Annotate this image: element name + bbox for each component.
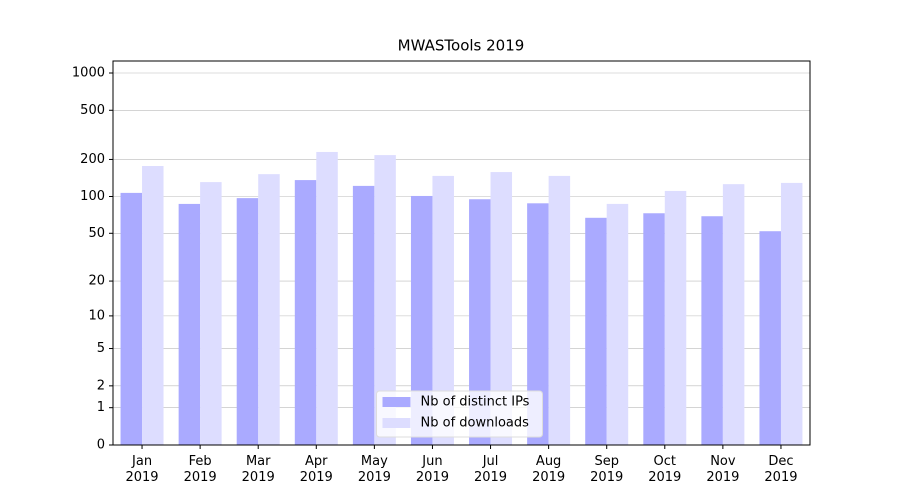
bar [606,203,629,445]
y-tick-label: 20 [88,274,105,289]
y-tick-label: 200 [80,152,105,167]
bar [316,151,338,445]
bar [374,155,396,445]
x-tick-label: May 2019 [358,454,391,485]
legend: Nb of distinct IPs Nb of downloads [376,390,543,438]
y-tick-label: 2 [97,378,105,393]
bar [759,231,781,445]
chart-title: MWASTools 2019 [398,37,525,55]
legend-label: Nb of downloads [421,416,530,431]
y-tick-label: 10 [88,308,105,323]
bar [410,195,433,445]
x-tick-label: Jan 2019 [125,454,158,485]
y-tick-label: 100 [80,189,105,204]
bar [294,180,317,445]
y-tick-label: 500 [80,103,105,118]
plot-frame [112,60,811,446]
x-tick-label: Sep 2019 [590,454,623,485]
legend-label: Nb of distinct IPs [421,395,530,410]
x-tick-label: Dec 2019 [764,454,797,485]
x-tick-label: Apr 2019 [300,454,333,485]
bar [469,199,491,445]
bar [722,184,745,445]
y-tick-label: 1000 [72,66,105,81]
x-tick-label: Mar 2019 [242,454,275,485]
x-tick-label: Oct 2019 [648,454,681,485]
bar [142,165,164,445]
y-tick-label: 1 [97,400,105,415]
legend-swatch [382,397,411,407]
bar [258,174,280,446]
bar [352,185,375,445]
bar [527,203,549,445]
y-tick-label: 50 [88,226,105,241]
legend-box [376,390,543,438]
bar [490,172,513,445]
bar [780,182,803,445]
bar [432,175,454,446]
y-tick-label: 0 [97,438,105,453]
legend-swatch [382,418,411,428]
x-tick-label: Nov 2019 [706,454,739,485]
bar [548,175,571,446]
x-tick-label: Feb 2019 [184,454,217,485]
bar [664,190,687,445]
bar [643,213,665,445]
bar [120,192,143,445]
bar [701,216,723,445]
bar [200,182,222,445]
bar [585,217,607,445]
y-tick-label: 5 [97,341,105,356]
bar [178,203,201,445]
x-tick-label: Aug 2019 [532,454,565,485]
x-tick-label: Jul 2019 [474,454,507,485]
x-tick-label: Jun 2019 [416,454,449,485]
bar [236,198,259,445]
